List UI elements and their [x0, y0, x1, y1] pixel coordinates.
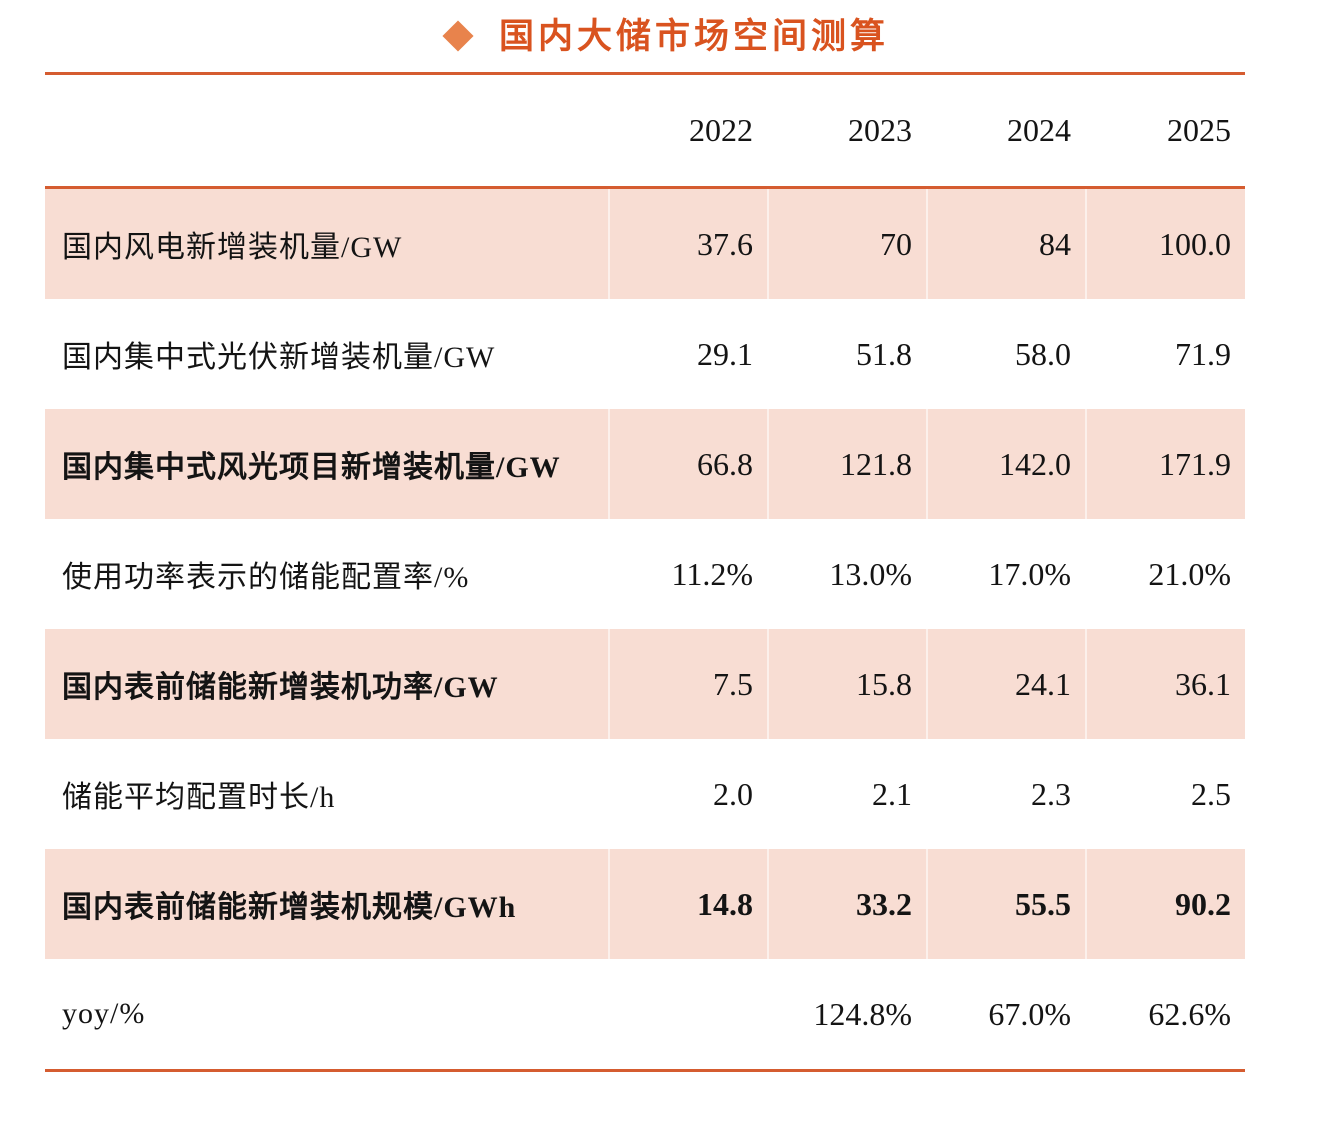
row-value-2022: 11.2% — [671, 555, 753, 592]
table-body: 国内风电新增装机量/GW 37.6 70 84 100.0 国内集中式光伏新增装… — [45, 189, 1245, 1069]
row-value-2023: 121.8 — [767, 409, 926, 519]
row-value-2024: 67.0% — [988, 995, 1071, 1032]
row-value-2025: 100.0 — [1085, 189, 1245, 299]
row-label: 使用功率表示的储能配置率/% — [62, 561, 470, 594]
row-label: 国内表前储能新增装机功率/GW — [62, 671, 499, 704]
table-row: 使用功率表示的储能配置率/% 11.2% 13.0% 17.0% 21.0% — [45, 519, 1245, 629]
row-value-2023: 51.8 — [856, 335, 912, 372]
row-label: 国内集中式光伏新增装机量/GW — [62, 341, 496, 374]
figure-title: 国内大储市场空间测算 — [0, 0, 1336, 72]
row-value-2025: 36.1 — [1085, 629, 1245, 739]
data-table: 2022 2023 2024 2025 国内风电新增装机量/GW 37.6 70… — [45, 72, 1245, 1072]
row-value-2024: 84 — [926, 189, 1085, 299]
table-row: 国内表前储能新增装机规模/GWh 14.8 33.2 55.5 90.2 — [45, 849, 1245, 959]
row-value-2023: 13.0% — [829, 555, 912, 592]
row-value-2025: 21.0% — [1148, 555, 1231, 592]
table-row: 国内集中式光伏新增装机量/GW 29.1 51.8 58.0 71.9 — [45, 299, 1245, 409]
row-value-2022: 2.0 — [713, 775, 753, 812]
row-label: 国内风电新增装机量/GW — [62, 231, 403, 264]
row-value-2024: 2.3 — [1031, 775, 1071, 812]
row-label: 国内表前储能新增装机规模/GWh — [62, 891, 517, 924]
row-value-2022: 29.1 — [697, 335, 753, 372]
header-year-2025: 2025 — [1167, 112, 1231, 148]
row-value-2024: 17.0% — [988, 555, 1071, 592]
header-year-2024: 2024 — [1007, 112, 1071, 148]
row-value-2023: 70 — [767, 189, 926, 299]
bottom-rule — [45, 1069, 1245, 1072]
top-rule — [45, 72, 1245, 75]
row-value-2023: 124.8% — [813, 995, 912, 1032]
header-year-2022: 2022 — [689, 112, 753, 148]
row-value-2024: 24.1 — [926, 629, 1085, 739]
row-label: 国内集中式风光项目新增装机量/GW — [62, 451, 561, 484]
row-value-2025: 90.2 — [1085, 849, 1245, 959]
table-row: 国内表前储能新增装机功率/GW 7.5 15.8 24.1 36.1 — [45, 629, 1245, 739]
row-value-2025: 171.9 — [1085, 409, 1245, 519]
figure-title-text: 国内大储市场空间测算 — [498, 16, 889, 56]
row-value-2022: 66.8 — [608, 409, 767, 519]
row-value-2025: 2.5 — [1191, 775, 1231, 812]
diamond-icon — [442, 20, 474, 52]
table-row: yoy/% 124.8% 67.0% 62.6% — [45, 959, 1245, 1069]
row-value-2024: 55.5 — [926, 849, 1085, 959]
row-value-2022: 14.8 — [608, 849, 767, 959]
row-label: yoy/% — [62, 997, 146, 1030]
row-value-2023: 2.1 — [872, 775, 912, 812]
row-value-2023: 33.2 — [767, 849, 926, 959]
row-value-2022 — [608, 959, 767, 1069]
table-row: 储能平均配置时长/h 2.0 2.1 2.3 2.5 — [45, 739, 1245, 849]
row-value-2025: 62.6% — [1148, 995, 1231, 1032]
table-header-row: 2022 2023 2024 2025 — [45, 75, 1245, 186]
row-value-2024: 142.0 — [926, 409, 1085, 519]
row-value-2022: 7.5 — [608, 629, 767, 739]
row-value-2025: 71.9 — [1175, 335, 1231, 372]
table-row: 国内风电新增装机量/GW 37.6 70 84 100.0 — [45, 189, 1245, 299]
header-rule — [45, 186, 1245, 189]
row-label: 储能平均配置时长/h — [62, 781, 336, 814]
row-value-2023: 15.8 — [767, 629, 926, 739]
row-value-2022: 37.6 — [608, 189, 767, 299]
header-year-2023: 2023 — [848, 112, 912, 148]
table-row: 国内集中式风光项目新增装机量/GW 66.8 121.8 142.0 171.9 — [45, 409, 1245, 519]
row-value-2024: 58.0 — [1015, 335, 1071, 372]
